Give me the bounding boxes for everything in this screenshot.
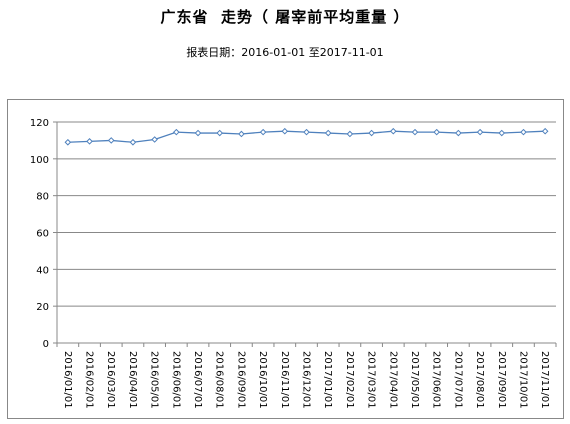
data-point — [433, 128, 440, 136]
data-point — [129, 138, 137, 146]
x-tick-label: 2016/10/01 — [257, 351, 268, 409]
x-tick-label: 2017/05/01 — [409, 351, 420, 409]
data-point — [324, 129, 332, 137]
report-date-range: 报表日期：2016-01-01 至2017-11-01 — [186, 46, 384, 59]
data-point — [389, 127, 397, 135]
data-point — [259, 128, 267, 136]
data-point — [346, 130, 354, 138]
x-tick-label: 2016/03/01 — [105, 351, 116, 409]
x-tick-label: 2016/04/01 — [127, 351, 138, 409]
data-point — [107, 137, 115, 144]
x-tick-label: 2017/03/01 — [366, 351, 377, 409]
x-tick-label: 2016/08/01 — [214, 351, 225, 409]
y-tick-label: 0 — [43, 339, 49, 350]
x-tick-label: 2017/11/01 — [539, 351, 550, 409]
y-tick-label: 40 — [36, 265, 49, 276]
y-tick-label: 120 — [30, 118, 49, 129]
x-tick-label: 2017/09/01 — [496, 351, 507, 409]
data-point — [368, 129, 375, 137]
data-point — [455, 129, 462, 137]
data-point — [216, 129, 224, 137]
data-point — [281, 127, 289, 135]
chart-frame — [7, 99, 564, 419]
x-tick-label: 2016/12/01 — [301, 351, 312, 409]
y-tick-label: 100 — [30, 155, 49, 166]
x-tick-label: 2017/10/01 — [517, 351, 528, 409]
data-point — [194, 129, 202, 137]
data-point — [411, 128, 419, 136]
x-tick-label: 2017/04/01 — [387, 351, 398, 409]
data-point — [238, 130, 245, 138]
data-point — [541, 127, 549, 135]
x-tick-label: 2017/06/01 — [431, 351, 442, 409]
data-point — [476, 128, 484, 136]
x-tick-label: 2017/02/01 — [344, 351, 355, 409]
y-tick-label: 20 — [36, 302, 49, 313]
x-tick-label: 2017/01/01 — [322, 351, 333, 409]
x-tick-label: 2016/07/01 — [192, 351, 203, 409]
data-point — [520, 128, 527, 136]
data-point — [498, 129, 506, 137]
data-point — [151, 136, 158, 143]
x-tick-label: 2016/01/01 — [62, 351, 73, 409]
data-point — [86, 138, 93, 145]
y-tick-label: 80 — [36, 192, 49, 203]
x-tick-label: 2016/06/01 — [170, 351, 181, 409]
x-tick-label: 2016/09/01 — [235, 351, 246, 409]
x-tick-label: 2016/02/01 — [84, 351, 95, 409]
y-tick-label: 60 — [36, 229, 49, 240]
x-tick-label: 2016/11/01 — [279, 351, 290, 409]
chart-title: 广东省 走势（ 屠宰前平均重量 ） — [160, 8, 410, 26]
data-point — [64, 138, 72, 146]
x-tick-label: 2016/05/01 — [149, 351, 160, 409]
x-tick-label: 2017/07/01 — [452, 351, 463, 409]
data-point — [303, 128, 310, 136]
data-point — [173, 128, 180, 136]
x-tick-label: 2017/08/01 — [474, 351, 485, 409]
